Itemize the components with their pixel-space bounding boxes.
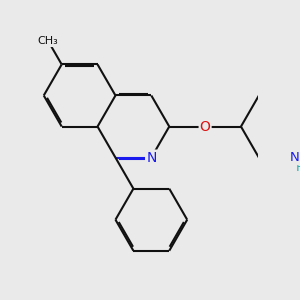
Text: CH₃: CH₃ (38, 36, 58, 46)
Text: O: O (200, 119, 211, 134)
Text: N: N (146, 151, 157, 165)
Text: N: N (290, 151, 300, 164)
Text: H: H (296, 161, 300, 174)
